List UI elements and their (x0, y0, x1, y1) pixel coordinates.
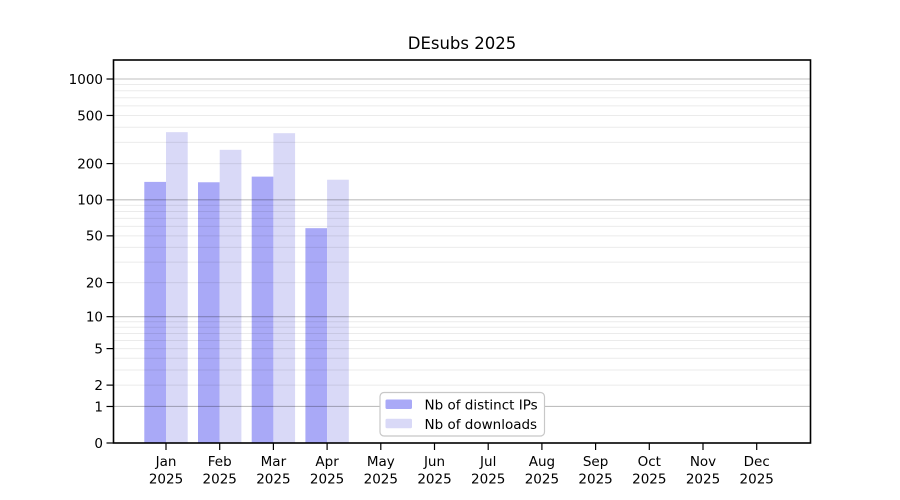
y-tick-label-5: 5 (94, 341, 103, 357)
x-tick-label-year-feb: 2025 (203, 472, 237, 488)
x-tick-label-month-aug: Aug (529, 454, 555, 470)
bar-distinct-ips-mar (251, 176, 274, 444)
y-tick-label-10: 10 (86, 309, 103, 325)
legend-box (379, 391, 546, 437)
y-tick-label-20: 20 (86, 275, 103, 291)
x-tick-label-month-apr: Apr (315, 454, 339, 470)
y-tick-label-2: 2 (94, 378, 103, 394)
y-tick-label-100: 100 (77, 193, 103, 209)
bar-distinct-ips-jan (144, 181, 166, 443)
y-tick-label-200: 200 (77, 156, 103, 172)
x-tick-label-year-jul: 2025 (471, 472, 505, 488)
x-tick-label-year-apr: 2025 (310, 472, 344, 488)
y-tick-label-500: 500 (77, 108, 103, 124)
legend-label-downloads: Nb of downloads (425, 417, 538, 433)
bar-distinct-ips-feb (198, 182, 220, 443)
x-tick-label-month-dec: Dec (744, 454, 770, 470)
y-tick-label-0: 0 (94, 436, 103, 452)
y-tick-label-1000: 1000 (69, 72, 103, 88)
x-tick-label-year-dec: 2025 (740, 472, 774, 488)
y-tick-label-50: 50 (86, 229, 103, 245)
x-tick-label-year-oct: 2025 (632, 472, 666, 488)
x-tick-label-year-aug: 2025 (525, 472, 559, 488)
legend-swatch-downloads (385, 418, 412, 429)
bar-downloads-jan (166, 132, 188, 444)
x-tick-label-month-feb: Feb (208, 454, 232, 470)
bar-downloads-feb (219, 149, 242, 443)
legend: Nb of distinct IPs Nb of downloads (379, 391, 546, 437)
x-tick-label-month-mar: Mar (261, 454, 287, 470)
y-tick-label-1: 1 (94, 399, 103, 415)
x-tick-label-year-jan: 2025 (149, 472, 183, 488)
x-tick-label-month-jul: Jul (479, 454, 496, 470)
x-tick-label-month-may: May (367, 454, 395, 470)
x-tick-label-month-oct: Oct (638, 454, 661, 470)
x-tick-label-year-sep: 2025 (578, 472, 612, 488)
bar-downloads-mar (273, 133, 296, 443)
legend-swatch-distinct-ips (385, 399, 412, 409)
x-tick-label-year-mar: 2025 (256, 472, 290, 488)
axes-layer: 0 1 2 5 10 20 50 100 200 500 1000 Jan 2025 Feb 2025 Mar… (69, 59, 812, 488)
x-tick-label-month-sep: Sep (583, 454, 608, 470)
x-tick-label-year-jun: 2025 (417, 472, 451, 488)
bar-downloads-apr (327, 179, 349, 443)
x-tick-label-month-jan: Jan (155, 454, 177, 470)
x-tick-label-year-may: 2025 (364, 472, 398, 488)
bar-distinct-ips-apr (305, 228, 328, 443)
plot-border (112, 59, 812, 444)
legend-label-distinct-ips: Nb of distinct IPs (425, 398, 538, 414)
x-tick-label-month-jun: Jun (423, 454, 445, 470)
x-tick-label-month-nov: Nov (690, 454, 716, 470)
x-tick-label-year-nov: 2025 (686, 472, 720, 488)
bars-layer (144, 132, 349, 444)
chart-title: DEsubs 2025 (408, 34, 517, 53)
